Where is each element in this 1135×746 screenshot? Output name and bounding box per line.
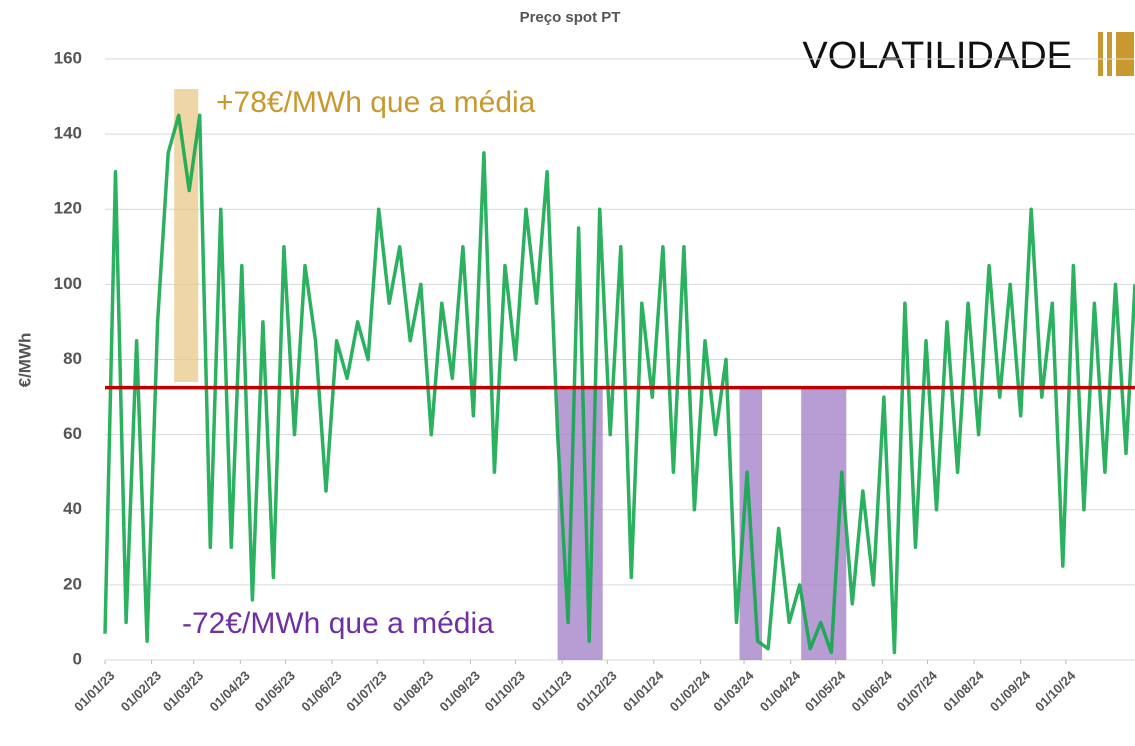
y-tick-label: 40: [63, 499, 82, 518]
y-tick-label: 140: [54, 124, 82, 143]
x-tick-label: 01/02/24: [667, 667, 714, 714]
y-tick-label: 100: [54, 274, 82, 293]
x-tick-label: 01/07/23: [343, 668, 389, 714]
y-tick-label: 120: [54, 199, 82, 218]
chart-title: Preço spot PT: [520, 9, 621, 26]
x-tick-label: 01/01/24: [620, 667, 667, 714]
highlight-band: [174, 89, 199, 383]
heading-icon: [1098, 32, 1134, 76]
x-tick-label: 01/10/23: [482, 668, 528, 714]
y-tick-label: 160: [54, 48, 82, 67]
x-tick-label: 01/12/23: [573, 668, 619, 714]
y-tick-label: 80: [63, 349, 82, 368]
x-tick-label: 01/04/24: [757, 667, 804, 714]
x-tick-label: 01/06/23: [298, 668, 344, 714]
x-tick-label: 01/05/24: [802, 667, 849, 714]
x-tick-label: 01/10/24: [1032, 667, 1079, 714]
heading: VOLATILIDADE: [802, 35, 1072, 77]
x-tick-label: 01/09/23: [437, 668, 483, 714]
x-tick-label: 01/03/23: [160, 668, 206, 714]
icon-bar: [1107, 32, 1112, 76]
x-tick-label: 01/11/23: [529, 668, 575, 714]
x-tick-label: 01/08/23: [390, 668, 436, 714]
x-tick-label: 01/07/24: [894, 667, 941, 714]
x-tick-label: 01/04/23: [206, 668, 252, 714]
y-axis-label: €/MWh: [15, 333, 34, 388]
y-tick-label: 0: [73, 649, 82, 668]
x-tick-label: 01/06/24: [849, 667, 896, 714]
annotation: +78€/MWh que a média: [216, 86, 536, 119]
icon-bar: [1098, 32, 1103, 76]
x-tick-label: 01/09/24: [987, 667, 1034, 714]
x-tick-label: 01/08/24: [940, 667, 987, 714]
x-tick-label: 01/03/24: [710, 667, 757, 714]
y-tick-label: 60: [63, 424, 82, 443]
x-tick-label: 01/01/23: [71, 668, 117, 714]
y-tick-label: 20: [63, 574, 82, 593]
annotation: -72€/MWh que a média: [182, 607, 494, 640]
x-tick-label: 01/05/23: [252, 668, 298, 714]
x-tick-label: 01/02/23: [118, 668, 164, 714]
icon-bar: [1116, 32, 1134, 76]
price-line: [103, 113, 1135, 655]
